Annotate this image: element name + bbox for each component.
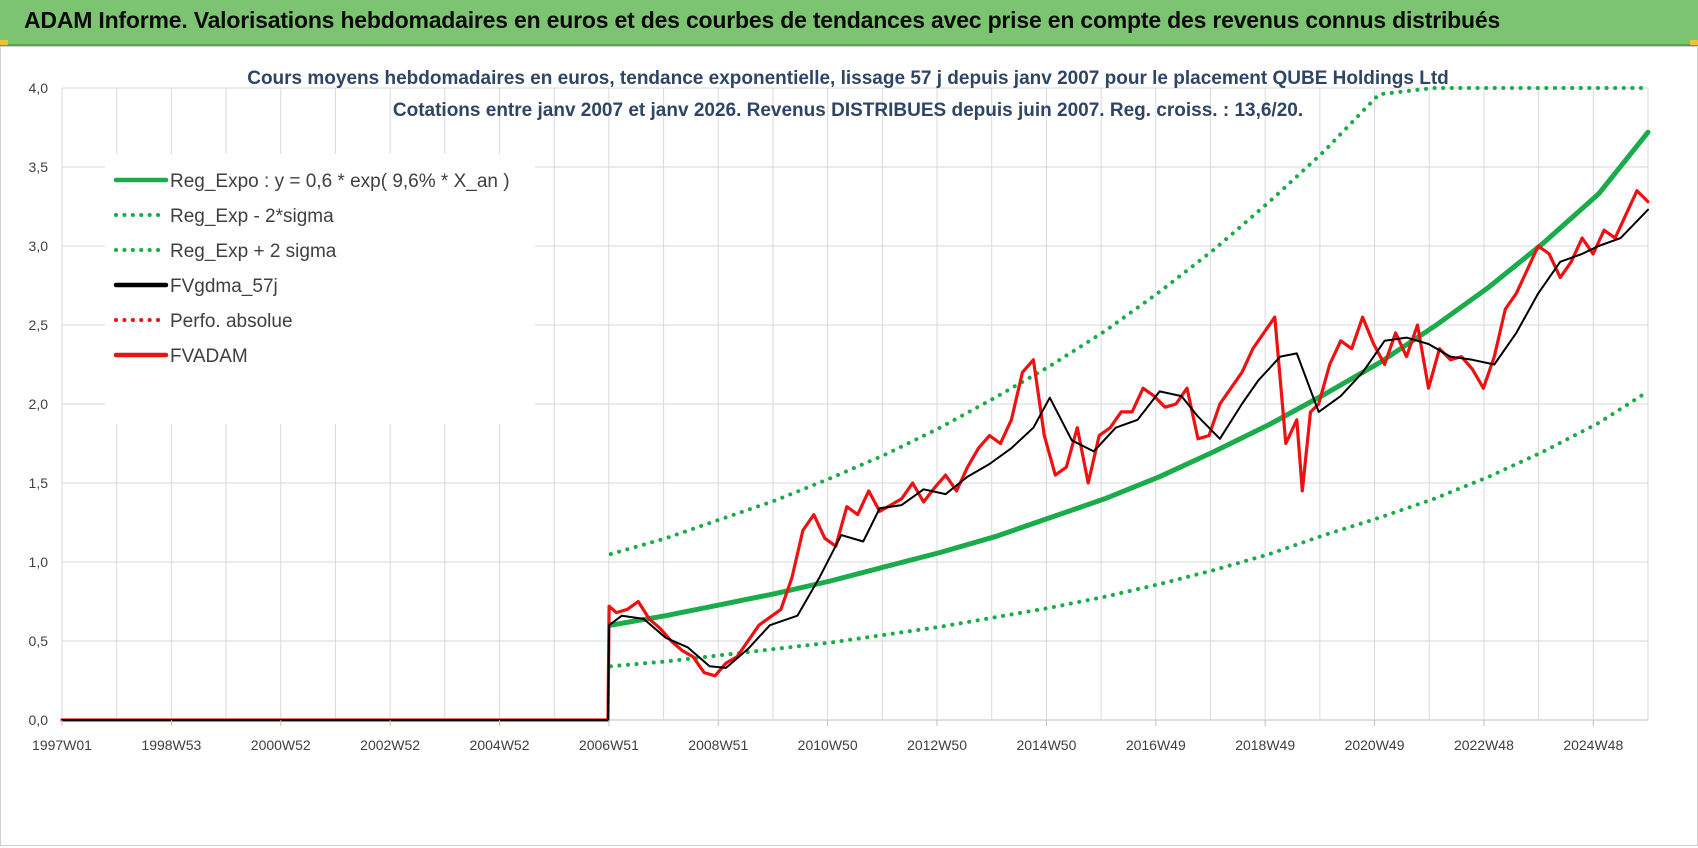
x-tick-label: 2016W49: [1126, 737, 1186, 753]
y-tick-label: 0,0: [29, 712, 49, 728]
x-tick-label: 2002W52: [360, 737, 420, 753]
x-tick-label: 1998W53: [141, 737, 201, 753]
x-tick-label: 2020W49: [1345, 737, 1405, 753]
y-tick-label: 1,5: [29, 475, 49, 491]
corner-marker-right: [1690, 40, 1698, 45]
y-tick-label: 1,0: [29, 554, 49, 570]
chart-title: Cours moyens hebdomadaires en euros, ten…: [247, 68, 1449, 121]
series-layer: [60, 86, 1651, 722]
series-line-reg-exp-2-sigma: [608, 389, 1650, 669]
x-axis: 1997W01 1998W53 2000W52 2002W52 2004W52 2006W…: [32, 720, 1623, 753]
x-tick-label: 2022W48: [1454, 737, 1514, 753]
series-line-fvadam: [60, 189, 1650, 722]
y-tick-label: 3,5: [29, 159, 49, 175]
legend-background: [105, 154, 535, 424]
chart: Cours moyens hebdomadaires en euros, ten…: [29, 68, 1651, 753]
x-tick-label: 2006W51: [579, 737, 639, 753]
x-tick-label: 2000W52: [251, 737, 311, 753]
legend-label: Reg_Exp - 2*sigma: [170, 206, 334, 227]
chart-title-line-2: Cotations entre janv 2007 et janv 2026. …: [393, 100, 1303, 121]
legend: Reg_Expo : y = 0,6 * exp( 9,6% * X_an ) R…: [105, 154, 535, 424]
x-tick-label: 1997W01: [32, 737, 92, 753]
series-line-reg-expo-y-0-6-exp-9-6-x-an: [608, 129, 1651, 628]
x-tick-label: 2024W48: [1563, 737, 1623, 753]
page-title: ADAM Informe. Valorisations hebdomadaire…: [24, 7, 1501, 33]
y-axis: 0,0 0,5 1,0 1,5 2,0 2,5 3,0 3,5 4,0: [29, 80, 49, 728]
y-tick-label: 3,0: [29, 238, 49, 254]
x-tick-label: 2012W50: [907, 737, 967, 753]
x-tick-label: 2004W52: [470, 737, 530, 753]
legend-label: Reg_Exp + 2 sigma: [170, 241, 337, 262]
legend-label: Reg_Expo : y = 0,6 * exp( 9,6% * X_an ): [170, 171, 510, 192]
y-tick-label: 2,0: [29, 396, 49, 412]
y-tick-label: 4,0: [29, 80, 49, 96]
x-tick-label: 2018W49: [1235, 737, 1295, 753]
y-tick-label: 0,5: [29, 633, 49, 649]
x-tick-label: 2014W50: [1016, 737, 1076, 753]
legend-label: Perfo. absolue: [170, 311, 293, 332]
y-tick-label: 2,5: [29, 317, 49, 333]
chart-title-line-1: Cours moyens hebdomadaires en euros, ten…: [247, 68, 1449, 89]
series-line-reg-exp-2-sigma: [608, 86, 1650, 557]
x-tick-label: 2008W51: [688, 737, 748, 753]
corner-marker-left: [0, 40, 8, 45]
legend-label: FVADAM: [170, 346, 248, 367]
header-bar: ADAM Informe. Valorisations hebdomadaire…: [0, 0, 1698, 46]
x-tick-label: 2010W50: [798, 737, 858, 753]
series-line-fvgdma-57j: [61, 208, 1649, 721]
legend-label: FVgdma_57j: [170, 276, 278, 297]
